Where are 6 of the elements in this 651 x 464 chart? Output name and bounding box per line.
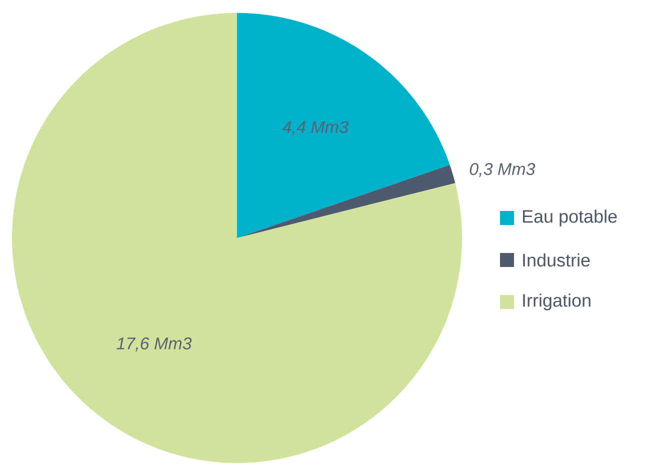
data-label: 0,3 Mm3 [470, 163, 536, 178]
legend-label: Irrigation [523, 294, 590, 310]
legend-label: Industrie [523, 253, 590, 267]
data-label: 4,4 Mm3 [282, 121, 348, 136]
data-label: 17,6 Mm3 [116, 337, 192, 352]
legend-label: Eau potable [523, 210, 617, 226]
